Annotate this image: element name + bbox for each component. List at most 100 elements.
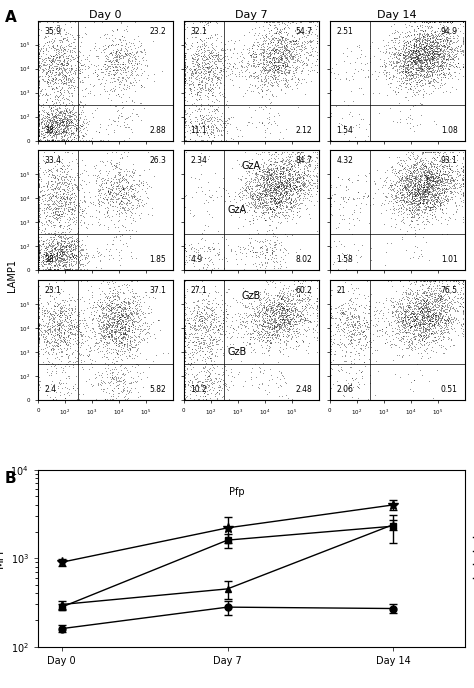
Point	[312, 170, 319, 181]
Point	[43, 322, 51, 333]
Point	[181, 394, 189, 405]
Point	[200, 54, 208, 65]
Point	[424, 284, 432, 295]
Point	[276, 168, 284, 179]
Point	[447, 171, 455, 182]
Point	[262, 175, 270, 186]
Point	[202, 36, 210, 47]
Point	[126, 304, 133, 315]
Point	[364, 65, 372, 76]
Point	[52, 204, 60, 215]
Point	[347, 331, 355, 342]
Point	[211, 113, 219, 124]
Point	[438, 40, 445, 51]
Point	[133, 45, 140, 56]
Point	[199, 362, 207, 373]
Point	[339, 192, 346, 203]
Point	[425, 164, 432, 175]
Point	[198, 327, 206, 338]
Point	[47, 115, 55, 126]
Point	[276, 202, 284, 213]
Point	[410, 125, 418, 136]
Point	[209, 310, 216, 321]
Point	[202, 381, 210, 392]
Point	[59, 33, 67, 44]
Point	[50, 343, 57, 354]
Point	[431, 310, 438, 321]
Point	[36, 114, 43, 125]
Point	[411, 189, 419, 200]
Point	[60, 193, 67, 204]
Point	[261, 190, 268, 201]
Point	[63, 53, 70, 64]
Point	[419, 321, 427, 332]
Point	[431, 33, 439, 44]
Point	[342, 251, 349, 262]
Point	[117, 52, 124, 63]
Point	[407, 58, 414, 69]
Point	[356, 42, 363, 53]
Point	[268, 242, 276, 253]
Point	[58, 119, 66, 130]
Point	[329, 336, 337, 347]
Point	[45, 323, 53, 334]
Point	[293, 176, 301, 187]
Point	[421, 325, 428, 336]
Point	[396, 316, 403, 327]
Point	[71, 69, 79, 80]
Point	[278, 53, 285, 64]
Point	[426, 166, 433, 177]
Point	[36, 214, 43, 225]
Point	[285, 322, 293, 333]
Point	[431, 152, 438, 163]
Point	[246, 189, 254, 200]
Point	[413, 186, 421, 197]
Point	[181, 76, 189, 87]
Point	[301, 286, 309, 297]
Point	[419, 54, 427, 65]
Point	[216, 387, 223, 398]
Point	[47, 259, 55, 270]
Point	[268, 189, 276, 200]
Point	[413, 21, 420, 32]
Point	[282, 182, 290, 193]
Point	[78, 314, 85, 325]
Point	[210, 50, 218, 61]
Point	[231, 35, 239, 46]
Point	[307, 35, 314, 46]
Point	[101, 58, 109, 69]
Point	[445, 173, 452, 184]
Point	[103, 348, 111, 359]
Point	[434, 45, 441, 56]
Point	[437, 52, 445, 63]
Point	[435, 288, 442, 299]
Point	[266, 203, 274, 214]
Point	[116, 330, 124, 341]
Point	[70, 319, 78, 330]
Point	[264, 279, 272, 290]
Point	[118, 175, 126, 186]
Point	[400, 47, 408, 58]
Point	[277, 320, 284, 331]
Point	[255, 200, 263, 211]
Point	[36, 70, 44, 81]
Point	[350, 304, 358, 315]
Point	[276, 54, 283, 65]
Point	[96, 255, 104, 266]
Point	[453, 61, 460, 72]
Point	[255, 21, 263, 32]
Point	[272, 197, 280, 208]
Point	[51, 332, 58, 343]
Point	[425, 317, 433, 328]
Point	[114, 193, 122, 204]
Point	[419, 181, 427, 192]
Point	[272, 73, 279, 84]
Point	[72, 344, 79, 355]
Point	[207, 57, 214, 68]
Point	[201, 76, 209, 87]
Point	[425, 174, 433, 185]
Point	[399, 321, 406, 332]
Point	[243, 168, 251, 179]
Point	[314, 294, 321, 305]
Point	[354, 283, 362, 294]
